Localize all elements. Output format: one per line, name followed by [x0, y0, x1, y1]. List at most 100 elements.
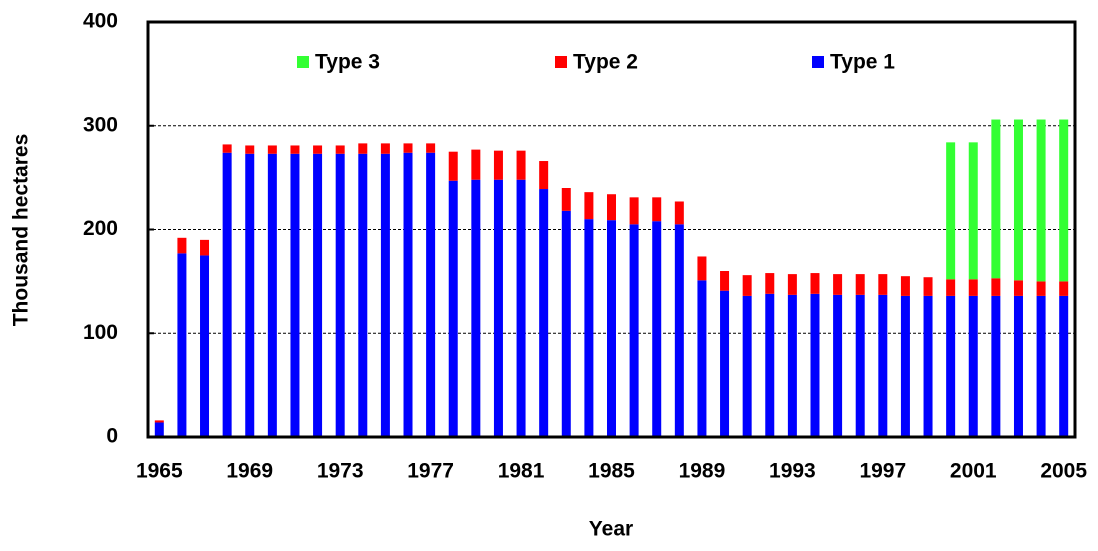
bar-segment	[787, 294, 797, 437]
bar-segment	[493, 179, 503, 437]
bar-segment	[471, 149, 481, 180]
bar-segment	[810, 273, 820, 294]
bar-segment	[1036, 281, 1046, 296]
bar-segment	[810, 293, 820, 437]
bar-segment	[335, 153, 345, 437]
bar-segment	[968, 142, 978, 280]
bar-segment	[1059, 281, 1069, 296]
x-axis-label: Year	[589, 518, 633, 541]
bar-segment	[697, 280, 707, 437]
x-tick-label: 1997	[859, 460, 906, 483]
bar-segment	[313, 145, 323, 154]
bar-segment	[200, 239, 210, 256]
bar-segment	[267, 145, 277, 154]
bar-segment	[313, 153, 323, 437]
bar-segment	[403, 143, 413, 153]
bar-segment	[923, 295, 933, 437]
x-tick-label: 1989	[679, 460, 726, 483]
legend-swatch	[297, 56, 309, 68]
bar-segment	[855, 274, 865, 295]
x-tick-label: 2005	[1040, 460, 1087, 483]
bar-segment	[245, 153, 255, 437]
bar-segment	[833, 274, 843, 295]
bar-segment	[991, 278, 1001, 296]
bar-segment	[222, 152, 232, 437]
bar-segment	[923, 277, 933, 296]
bar-segment	[493, 150, 503, 180]
y-tick-label: 0	[106, 425, 118, 448]
y-tick-label: 200	[83, 217, 118, 240]
bar-segment	[652, 197, 662, 222]
bar-segment	[448, 180, 458, 438]
legend-label: Type 1	[830, 51, 895, 74]
bar-segment	[629, 197, 639, 225]
bar-segment	[471, 179, 481, 437]
bar-segment	[991, 119, 1001, 279]
bar-segment	[177, 253, 187, 437]
bar-segment	[855, 294, 865, 437]
bar-segment	[448, 151, 458, 181]
bar-segment	[742, 275, 752, 296]
bar-segment	[177, 237, 187, 254]
bar-segment	[765, 273, 775, 294]
bar-segment	[584, 219, 594, 437]
y-tick-label: 100	[83, 321, 118, 344]
bar-segment	[539, 189, 549, 437]
bar-segment	[1013, 280, 1023, 296]
bar-segment	[222, 144, 232, 153]
bar-segment	[968, 279, 978, 296]
legend-swatch	[555, 56, 567, 68]
x-tick-label: 2001	[950, 460, 997, 483]
bar-segment	[1036, 119, 1046, 282]
bar-segment	[403, 152, 413, 437]
bar-segment	[629, 224, 639, 437]
bar-segment	[290, 153, 300, 437]
bar-segment	[358, 153, 368, 437]
bar-segment	[426, 143, 436, 153]
legend-label: Type 3	[315, 51, 380, 74]
bar-segment	[833, 294, 843, 437]
bar-segment	[1013, 295, 1023, 437]
bar-segment	[607, 220, 616, 437]
bar-segment	[200, 255, 210, 437]
bar-segment	[1059, 119, 1069, 282]
y-tick-label: 300	[83, 113, 118, 136]
x-tick-label: 1981	[498, 460, 545, 483]
bar-segment	[878, 274, 888, 295]
bar-segment	[516, 150, 526, 180]
bar-segment	[154, 422, 164, 437]
bar-segment	[878, 294, 888, 437]
bar-segment	[561, 188, 571, 211]
bar-segment	[946, 279, 956, 296]
bar-segment	[900, 276, 910, 296]
bar-segment	[968, 295, 978, 437]
bar-segment	[742, 295, 752, 437]
x-tick-label: 1977	[407, 460, 454, 483]
bar-segment	[765, 293, 775, 437]
plot-frame	[146, 20, 1077, 439]
bar-segment	[720, 290, 730, 437]
bar-segment	[290, 145, 300, 154]
bar-segment	[426, 152, 436, 437]
bar-segment	[720, 271, 730, 291]
bar-segment	[900, 295, 910, 437]
bar-segment	[584, 192, 594, 220]
x-tick-label: 1969	[226, 460, 273, 483]
bar-segment	[380, 143, 390, 154]
bar-segment	[516, 179, 526, 437]
bar-segment	[267, 153, 277, 437]
bar-segment	[1013, 119, 1023, 281]
bar-segment	[607, 194, 616, 221]
bar-segment	[154, 420, 164, 423]
bar-segment	[674, 201, 684, 225]
x-tick-label: 1965	[136, 460, 183, 483]
bar-segment	[787, 274, 797, 295]
bar-segment	[245, 145, 255, 154]
legend-label: Type 2	[573, 51, 638, 74]
bar-segment	[697, 256, 707, 281]
bar-segment	[674, 224, 684, 437]
bar-segment	[652, 221, 662, 437]
bar-segment	[1059, 295, 1069, 437]
y-tick-label: 400	[83, 10, 118, 33]
